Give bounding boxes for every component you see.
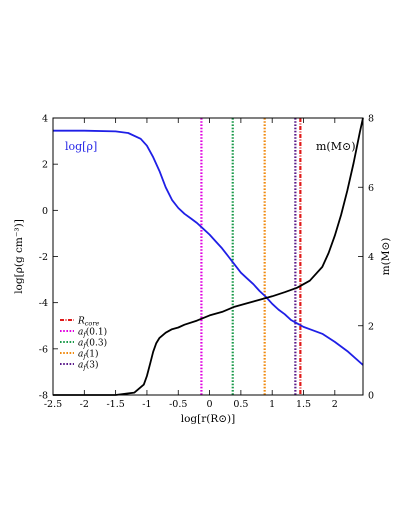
x-axis-label: log[r(R⊙)] (181, 413, 236, 425)
x-tick-label: -1.5 (106, 399, 124, 410)
x-tick-label: 1.5 (296, 399, 311, 410)
legend-label-3: af(1) (78, 349, 99, 361)
x-tick-label: -2 (80, 399, 89, 410)
x-tick-label: 1 (269, 399, 275, 410)
x-tick-label: -0.5 (169, 399, 187, 410)
y-left-tick-label: 0 (42, 206, 48, 217)
legend-label-1: af(0.1) (78, 327, 107, 339)
x-tick-label: -1 (142, 399, 151, 410)
annotation-mass: m(M⊙) (316, 140, 356, 153)
vertical-lines (200, 118, 302, 395)
y-right-tick-label: 8 (368, 114, 374, 125)
axis-ticks: -2.5 -2 -1.5 -1 -0.5 0 0.5 1 1.5 2 4 2 0 -2 -4 -6 -8 8 6 4 2… (39, 114, 374, 411)
series-lines (53, 117, 364, 396)
x-tick-label: 2 (332, 399, 338, 410)
legend-label-0: Rcore (77, 317, 99, 328)
legend-label-2: af(0.3) (78, 338, 107, 350)
y-right-tick-label: 4 (368, 252, 374, 263)
y-left-tick-label: -4 (39, 298, 48, 309)
y-right-tick-label: 2 (368, 321, 374, 332)
series-line-1 (53, 117, 364, 396)
annotation-log-rho: log[ρ] (65, 140, 97, 153)
x-tick-label: 0 (207, 399, 213, 410)
y-left-tick-label: -6 (39, 344, 48, 355)
plot-frame (52, 117, 364, 396)
x-tick-label: 0.5 (233, 399, 248, 410)
y-left-tick-label: -8 (39, 391, 48, 402)
y-left-tick-label: 4 (42, 114, 48, 125)
y-left-tick-label: 2 (42, 160, 48, 171)
y-left-tick-label: -2 (39, 252, 48, 263)
y-axis-label-right: m(M⊙) (380, 238, 392, 276)
x-tick-label: -2.5 (44, 399, 62, 410)
y-right-tick-label: 0 (368, 391, 374, 402)
series-line-0 (53, 129, 364, 366)
y-right-tick-label: 6 (368, 183, 374, 194)
y-axis-label-left: log[ρ(g cm⁻³)] (13, 219, 25, 294)
legend-label-4: af(3) (78, 360, 99, 372)
